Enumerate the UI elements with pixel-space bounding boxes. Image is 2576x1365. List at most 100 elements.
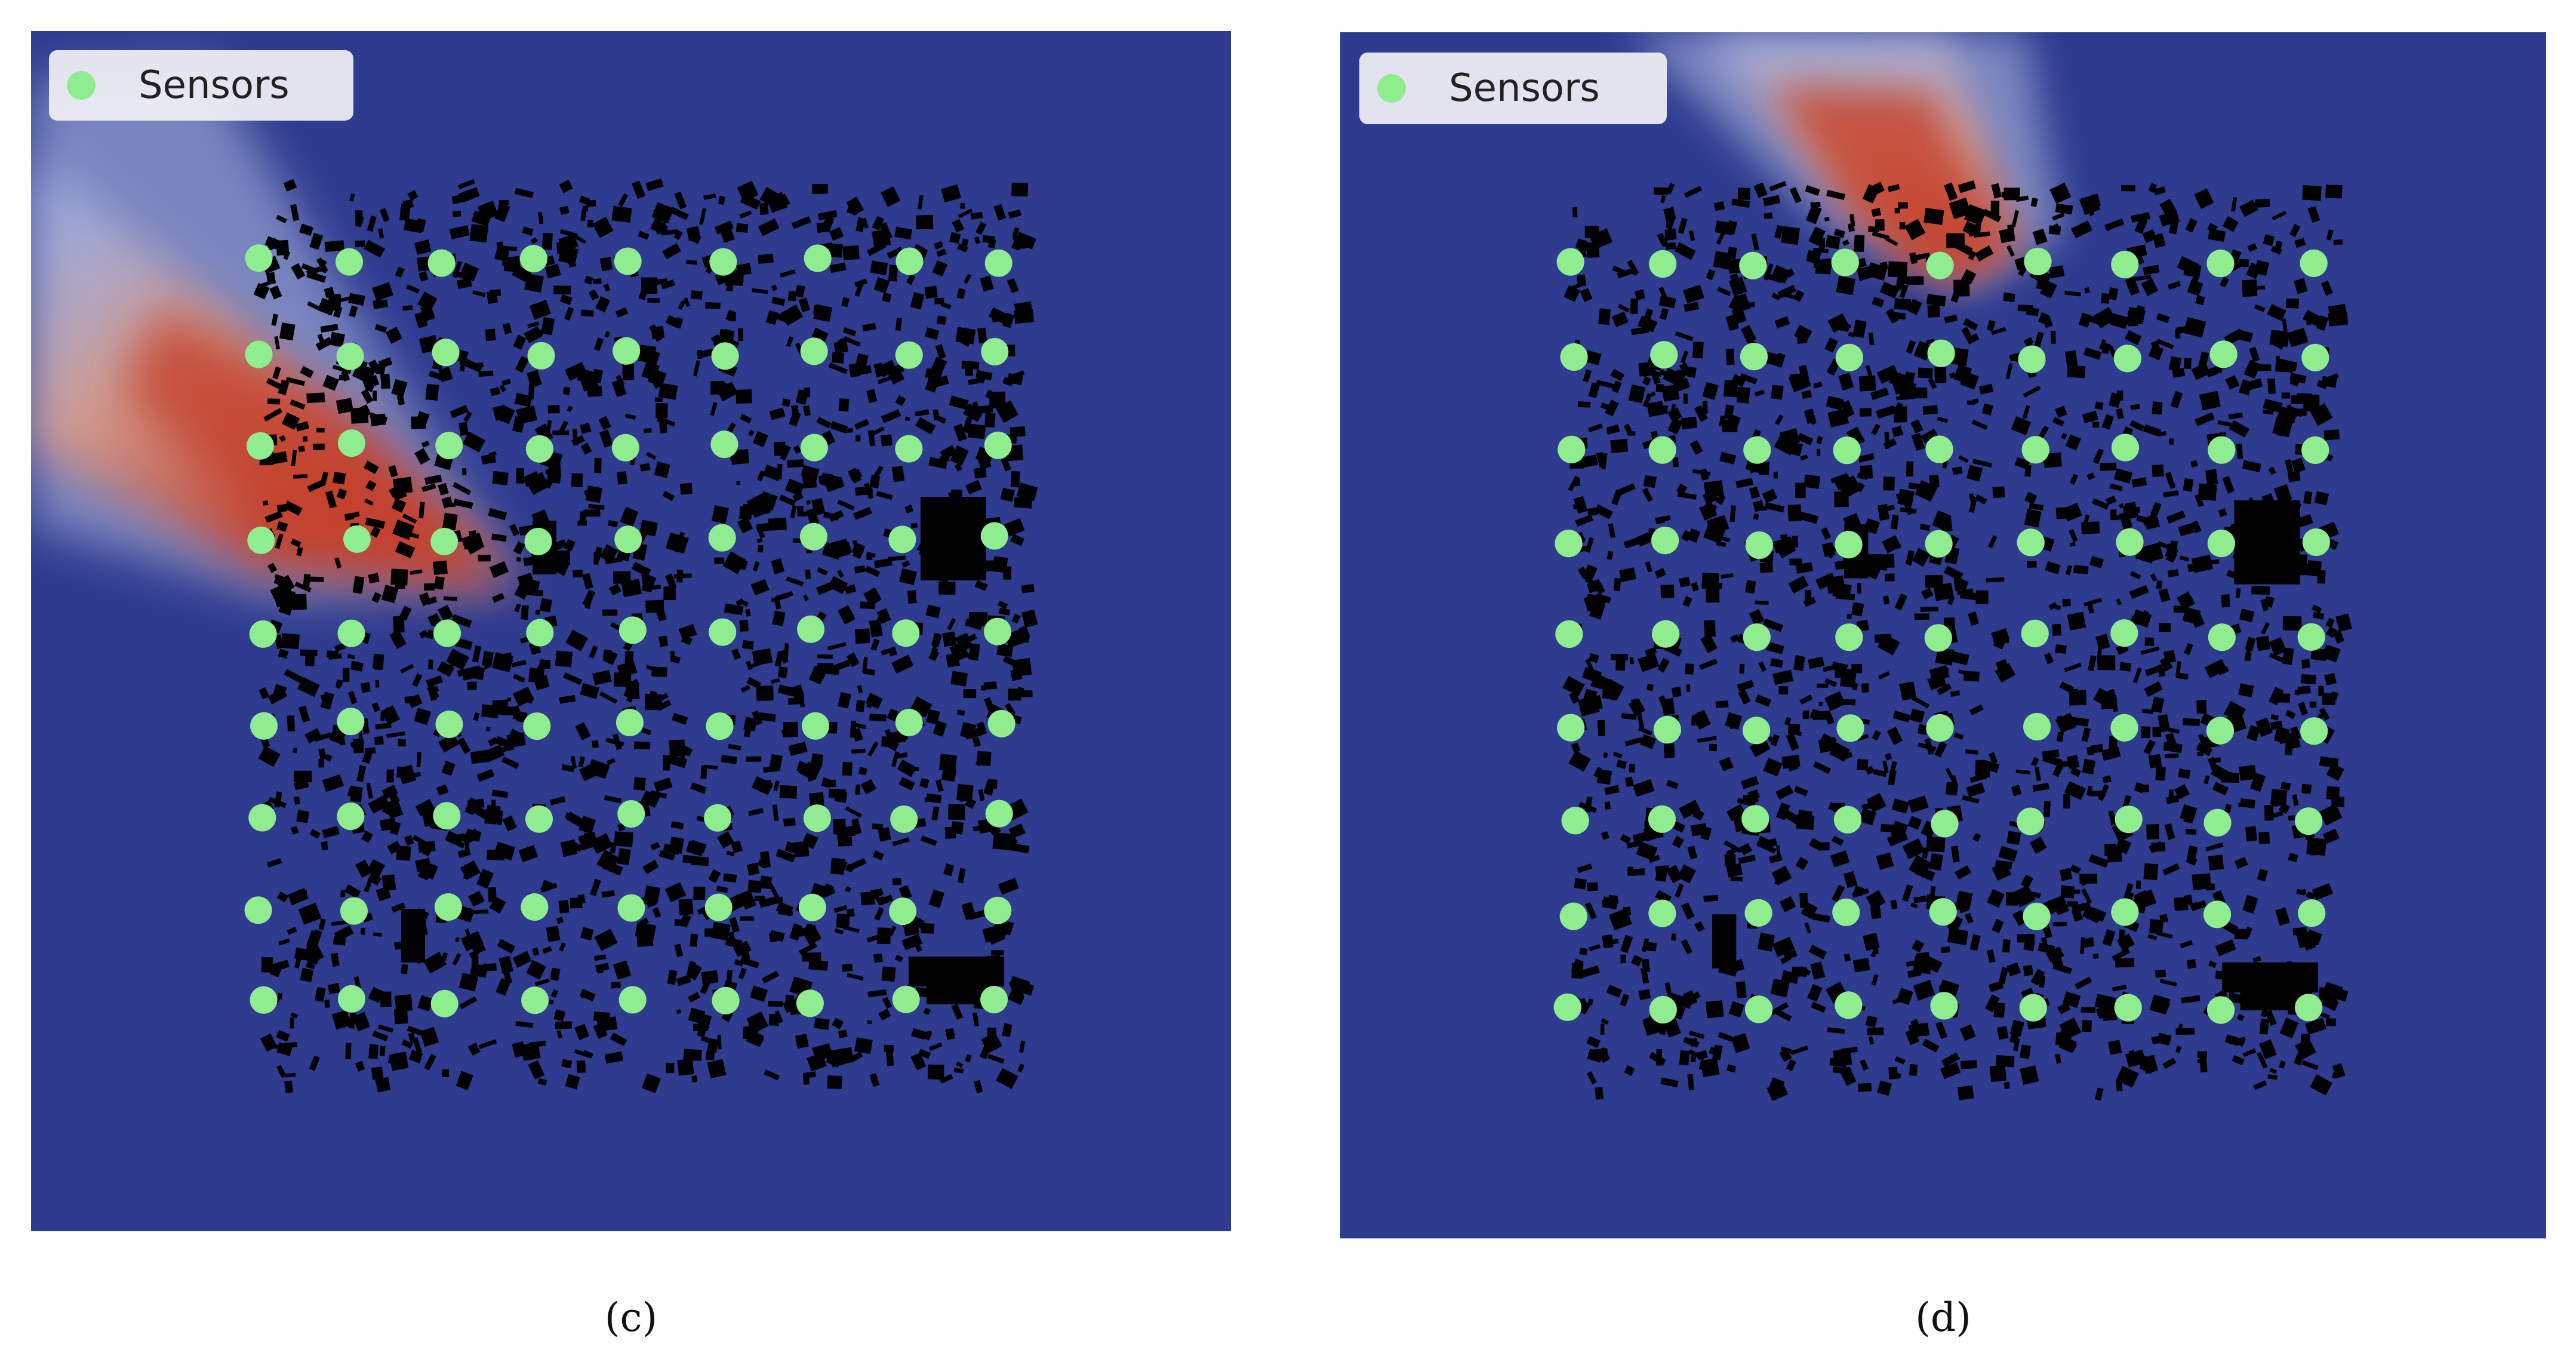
building [2257,1052,2268,1069]
building [537,1078,547,1086]
building [710,382,728,395]
sensor-marker [525,805,553,833]
building [2279,1060,2286,1069]
building [2183,478,2194,492]
building [2148,754,2162,768]
building [1608,908,1632,931]
building [401,964,408,974]
building [2187,561,2206,573]
building [584,489,591,496]
building [573,569,583,578]
building [2113,468,2133,484]
building [1715,220,1734,236]
building [824,476,845,493]
building [707,1059,727,1079]
building [774,651,784,667]
building [769,407,786,420]
building [2175,661,2181,677]
building [1923,208,1944,225]
building [343,668,350,682]
building [2303,938,2316,951]
building [855,628,870,644]
sensor-marker [1743,717,1771,745]
building [1821,542,1836,558]
building [1884,573,1895,582]
building [2220,594,2231,608]
building [798,297,810,312]
building [1974,494,1987,505]
building [1969,773,1987,783]
building [2007,224,2015,242]
building [719,226,735,243]
building [527,370,543,388]
building [2129,571,2141,580]
building [294,796,301,805]
sensor-marker [245,340,273,368]
building [2332,629,2345,644]
building [2310,1074,2333,1096]
building [279,435,286,442]
building [1573,496,1588,514]
building [1926,837,1946,853]
building [760,884,768,889]
building [2057,1002,2071,1014]
building [935,779,944,792]
building [2003,293,2015,302]
building [2198,483,2217,501]
building [426,596,438,605]
building [2029,836,2047,854]
building [404,696,418,704]
sensor-marker [2021,619,2049,647]
building [1738,689,1751,705]
building [2082,313,2102,325]
sensor-marker [984,617,1011,645]
building [671,712,688,725]
building [805,499,811,505]
building [370,526,381,538]
building [2222,216,2239,232]
sensor-marker [984,896,1012,924]
building [491,789,509,798]
sensor-marker [1931,810,1959,838]
building [870,260,888,276]
building [2006,962,2021,977]
building [1813,382,1823,389]
sensor-marker [1835,343,1863,371]
building [2310,647,2328,662]
building [974,467,987,479]
building [1002,656,1015,666]
building [641,1073,661,1093]
building [1910,1018,1919,1026]
building [786,576,804,586]
building [1664,743,1675,758]
building [650,790,667,799]
building [2116,598,2122,605]
building [1004,518,1025,537]
building [2102,775,2112,783]
building [336,398,354,414]
building [1893,406,1908,423]
sensor-marker [895,435,923,463]
building [1778,686,1789,694]
building [1632,779,1655,797]
building [1809,416,1817,425]
building [309,1055,320,1071]
building [279,322,296,341]
building [730,449,749,465]
sensor-marker [246,432,274,460]
building [975,370,993,381]
building [1793,655,1805,671]
sensor-marker [2110,714,2138,742]
building [2048,225,2061,235]
building [539,598,553,613]
building [1966,782,1986,798]
building [2023,337,2034,346]
building [1854,235,1865,253]
sensor-marker [895,341,923,369]
building [1941,946,1950,954]
building [789,923,803,941]
building [593,954,607,961]
building [803,1072,810,1085]
building [2001,190,2017,198]
building [297,889,307,899]
